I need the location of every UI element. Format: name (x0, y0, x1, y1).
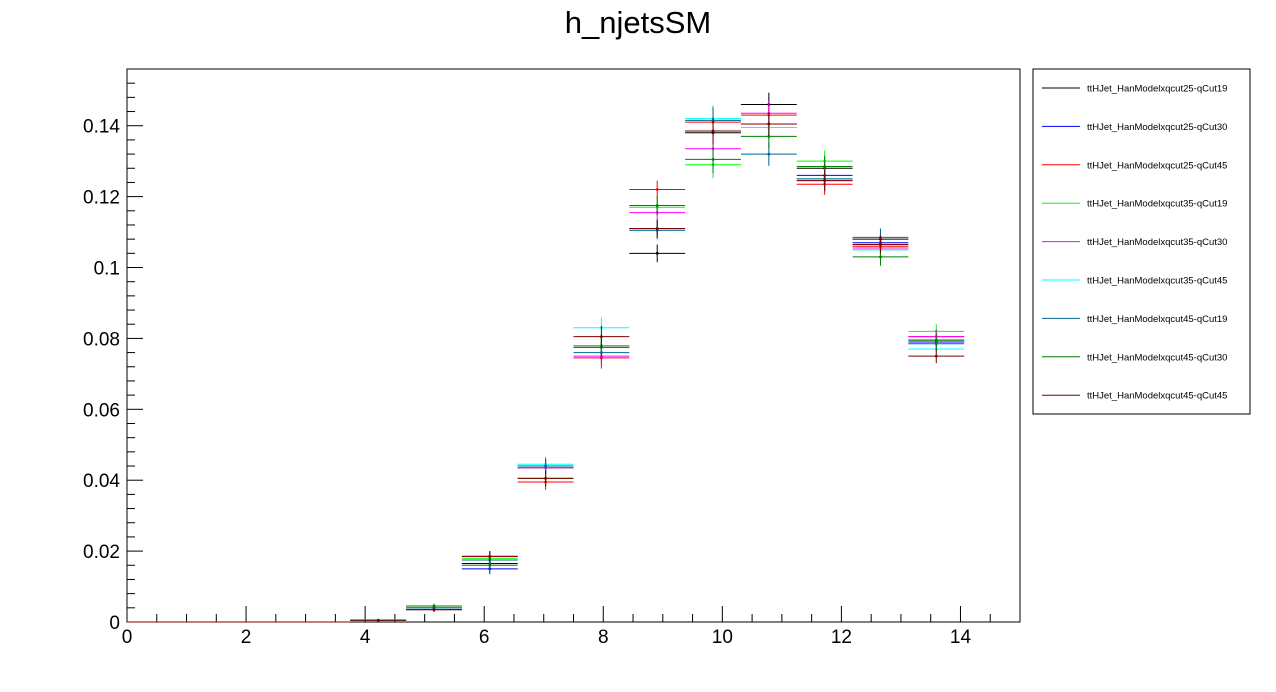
data-point (823, 165, 827, 168)
y-tick-label: 0.04 (83, 471, 120, 492)
chart-title: h_njetsSM (565, 5, 711, 40)
data-point (655, 251, 659, 255)
data-point (376, 618, 380, 622)
legend-label: ttHJet_HanModelxqcut35-qCut19 (1087, 199, 1227, 210)
y-tick-label: 0.1 (94, 259, 120, 280)
series-layer (127, 92, 965, 623)
legend-label: ttHJet_HanModelxqcut25-qCut30 (1087, 122, 1227, 133)
legend-entry: ttHJet_HanModelxqcut25-qCut19 (1042, 84, 1227, 95)
data-point (711, 157, 715, 161)
series-9 (127, 112, 965, 623)
axes: 0 2 4 6 8 10 12 14 0 0.02 0.04 0.06 0.08 0.1 0.12 0.14 (83, 68, 1021, 648)
x-tick-label: 4 (360, 627, 371, 648)
legend-label: ttHJet_HanModelxqcut45-qCut30 (1087, 352, 1227, 363)
data-point (879, 255, 882, 259)
x-tick-label: 12 (831, 627, 852, 648)
y-tick-label: 0.02 (83, 542, 120, 563)
series-5 (127, 101, 965, 623)
legend-label: ttHJet_HanModelxqcut45-qCut19 (1087, 314, 1227, 325)
legend-label: ttHJet_HanModelxqcut25-qCut45 (1087, 160, 1227, 171)
data-point (655, 227, 659, 230)
legend-entry: ttHJet_HanModelxqcut25-qCut45 (1042, 160, 1227, 171)
legend-entry: ttHJet_HanModelxqcut45-qCut30 (1042, 352, 1227, 363)
series-3 (127, 103, 965, 623)
series-1 (127, 92, 965, 623)
data-point (655, 204, 659, 207)
x-tick-label: 0 (122, 627, 133, 648)
legend-label: ttHJet_HanModelxqcut25-qCut19 (1087, 84, 1227, 95)
y-tick-label: 0.08 (83, 329, 120, 350)
data-point (767, 134, 771, 138)
legend-entry: ttHJet_HanModelxqcut35-qCut45 (1042, 276, 1227, 287)
data-point (823, 179, 827, 183)
data-point (488, 555, 492, 558)
y-tick-label: 0.14 (83, 117, 120, 138)
y-tick-label: 0 (109, 613, 120, 634)
legend-label: ttHJet_HanModelxqcut35-qCut45 (1087, 276, 1227, 287)
data-point (934, 338, 938, 342)
legend-entry: ttHJet_HanModelxqcut25-qCut30 (1042, 122, 1227, 133)
data-point (432, 608, 436, 611)
legend-label: ttHJet_HanModelxqcut45-qCut45 (1087, 391, 1227, 402)
legend-entry: ttHJet_HanModelxqcut45-qCut19 (1042, 314, 1227, 325)
x-tick-label: 8 (598, 627, 609, 648)
data-point (767, 152, 771, 156)
x-tick-label: 2 (241, 627, 252, 648)
series-4 (127, 115, 965, 623)
data-point (934, 354, 938, 358)
x-tick-label: 14 (950, 627, 972, 648)
data-point (544, 464, 547, 468)
y-tick-label: 0.06 (83, 400, 120, 421)
series-8 (127, 124, 965, 623)
legend-entry: ttHJet_HanModelxqcut45-qCut45 (1042, 391, 1227, 402)
data-point (767, 122, 771, 126)
data-point (600, 335, 603, 339)
data-point (544, 477, 547, 480)
legend: ttHJet_HanModelxqcut25-qCut19 ttHJet_HanM… (1032, 68, 1251, 415)
y-tick-label: 0.12 (83, 188, 120, 209)
data-point (655, 188, 659, 191)
legend-label: ttHJet_HanModelxqcut35-qCut30 (1087, 237, 1227, 248)
x-tick-label: 10 (712, 627, 733, 648)
legend-entry: ttHJet_HanModelxqcut35-qCut30 (1042, 237, 1227, 248)
data-point (488, 563, 492, 567)
data-point (711, 129, 715, 133)
legend-entry: ttHJet_HanModelxqcut35-qCut19 (1042, 199, 1227, 210)
data-point (879, 243, 882, 246)
series-2 (127, 112, 965, 623)
data-point (432, 604, 436, 608)
x-tick-label: 6 (479, 627, 490, 648)
series-6 (127, 105, 965, 623)
